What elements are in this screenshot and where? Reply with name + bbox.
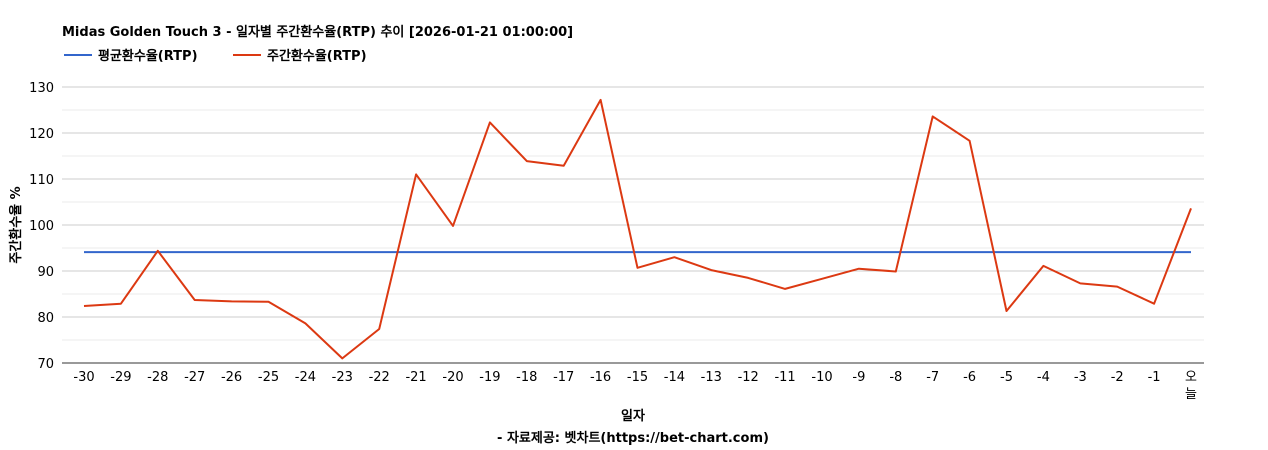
- x-tick-label: -7: [926, 370, 939, 385]
- series-lines: [83, 98, 1192, 360]
- x-tick-label: -29: [110, 370, 131, 385]
- x-tick-label: -16: [590, 370, 611, 385]
- y-tick-label: 120: [29, 127, 54, 142]
- x-tick-label: -27: [184, 370, 205, 385]
- x-tick-label: -12: [738, 370, 759, 385]
- x-tick-label: -8: [889, 370, 902, 385]
- x-tick-label: -5: [1000, 370, 1013, 385]
- y-tick-label: 70: [37, 357, 54, 372]
- x-tick-label: -23: [332, 370, 353, 385]
- y-tick-label: 130: [29, 81, 54, 96]
- x-tick-label: -4: [1037, 370, 1050, 385]
- legend: 평균환수율(RTP) 주간환수율(RTP): [64, 48, 367, 64]
- gridlines: [62, 86, 1204, 364]
- x-tick-label: -9: [852, 370, 865, 385]
- chart-title: Midas Golden Touch 3 - 일자별 주간환수율(RTP) 추이…: [62, 24, 573, 40]
- y-tick-labels: 70 80 90 100 110 120 130: [29, 81, 54, 372]
- x-tick-label: -10: [811, 370, 832, 385]
- x-tick-label: -21: [405, 370, 426, 385]
- x-tick-label: -17: [553, 370, 574, 385]
- x-tick-label: -2: [1111, 370, 1124, 385]
- x-tick-label: -22: [369, 370, 390, 385]
- legend-item-weekly[interactable]: 주간환수율(RTP): [233, 48, 367, 64]
- x-tick-label: -13: [701, 370, 722, 385]
- x-tick-label: -20: [442, 370, 463, 385]
- series-line-weekly[interactable]: [83, 98, 1192, 360]
- x-tick-label: -3: [1074, 370, 1087, 385]
- y-tick-label: 80: [37, 311, 54, 326]
- x-tick-label: -24: [295, 370, 316, 385]
- y-axis-label: 주간환수율 %: [8, 186, 24, 263]
- x-tick-label: -1: [1148, 370, 1161, 385]
- x-tick-label: -30: [73, 370, 94, 385]
- x-tick-label: -14: [664, 370, 685, 385]
- x-tick-label: -25: [258, 370, 279, 385]
- legend-label-average: 평균환수율(RTP): [98, 48, 198, 64]
- x-tick-labels: -30 -29 -28 -27 -26 -25 -24 -23 -22 -21 -20 -19 -18 -…: [73, 370, 1197, 402]
- y-tick-label: 100: [29, 219, 54, 234]
- x-tick-label: -6: [963, 370, 976, 385]
- y-tick-label: 110: [29, 173, 54, 188]
- x-tick-label: -19: [479, 370, 500, 385]
- y-tick-label: 90: [37, 265, 54, 280]
- legend-label-weekly: 주간환수율(RTP): [267, 48, 367, 64]
- source-credit: - 자료제공: 벳차트(https://bet-chart.com): [497, 430, 769, 446]
- x-tick-label: -28: [147, 370, 168, 385]
- legend-item-average[interactable]: 평균환수율(RTP): [64, 48, 198, 64]
- x-tick-label: -15: [627, 370, 648, 385]
- x-tick-label: -11: [774, 370, 795, 385]
- x-axis-label: 일자: [621, 409, 645, 424]
- x-tick-label: -18: [516, 370, 537, 385]
- x-tick-label: -26: [221, 370, 242, 385]
